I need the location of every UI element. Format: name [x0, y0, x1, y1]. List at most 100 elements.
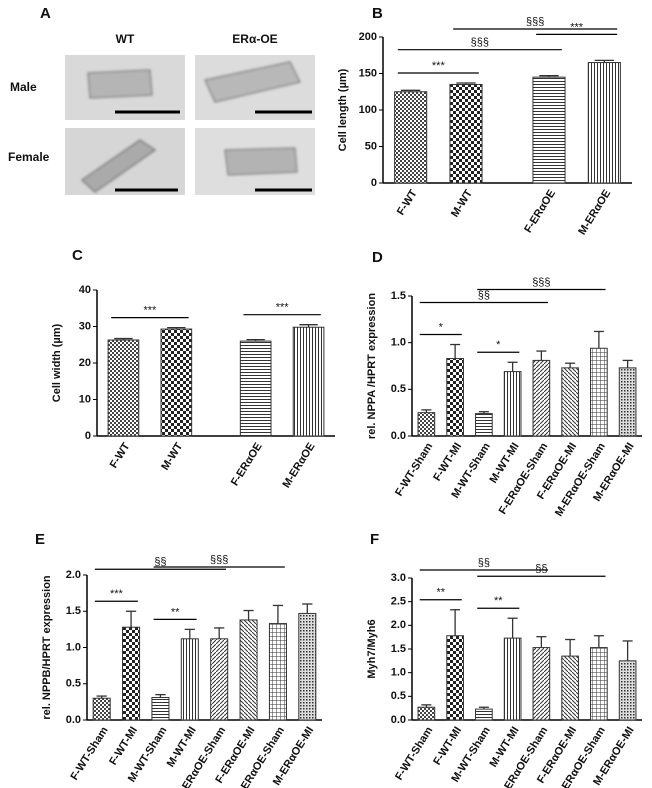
column-header: ERα-OE — [232, 32, 277, 46]
bar — [587, 62, 621, 184]
y-tick-label: 100 — [359, 104, 377, 116]
bar — [239, 619, 258, 721]
bar — [268, 623, 287, 721]
column-header: WT — [116, 32, 135, 46]
bar — [122, 626, 141, 721]
micrograph — [195, 128, 315, 195]
panel-letter: E — [35, 531, 45, 548]
bar — [532, 647, 551, 721]
panel-letter: B — [372, 5, 383, 22]
y-tick-label: 1.5 — [66, 605, 81, 617]
bar — [590, 647, 608, 721]
bar — [449, 83, 483, 184]
bar — [417, 706, 436, 721]
significance-label: *** — [143, 305, 157, 317]
x-tick-label: M-WT — [159, 441, 185, 473]
panel-letter: D — [372, 249, 383, 266]
y-axis-label: Myh7/Myh6 — [366, 619, 378, 678]
y-tick-label: 1.5 — [391, 290, 406, 302]
bar — [475, 708, 493, 721]
bar — [503, 637, 522, 721]
y-axis-label: rel. NPPB/HPRT expression — [41, 575, 53, 720]
x-tick-label: F-WT-MI — [107, 725, 140, 768]
bar — [532, 76, 566, 184]
bar — [446, 358, 464, 437]
y-tick-label: 1.0 — [66, 641, 81, 653]
bar — [618, 367, 637, 437]
y-tick-label: 0.0 — [391, 430, 406, 442]
y-axis-label: Cell length (µm) — [337, 68, 349, 151]
bar-chart: F Myh7/Myh6 0.0 0.5 1.0 1.5 2.0 2.5 3.0 F-WT-Sham… — [366, 531, 642, 788]
y-tick-label: 40 — [79, 284, 91, 296]
bar — [107, 339, 140, 437]
significance-label: ** — [494, 595, 503, 607]
y-tick-label: 30 — [79, 320, 91, 332]
significance-label: §§ — [478, 289, 490, 301]
y-tick-label: 1.0 — [391, 337, 406, 349]
y-tick-label: 0 — [371, 177, 377, 189]
bar — [532, 359, 551, 437]
y-tick-label: 10 — [79, 393, 91, 405]
y-tick-label: 0.0 — [391, 714, 406, 726]
bar — [210, 638, 229, 721]
y-tick-label: 20 — [79, 357, 91, 369]
significance-label: §§ — [154, 556, 166, 568]
y-tick-label: 2.5 — [391, 596, 406, 608]
bar — [239, 340, 272, 437]
significance-label: *** — [432, 60, 446, 72]
x-tick-label: F-ERαOE — [229, 441, 265, 488]
bar — [590, 347, 608, 437]
significance-label: *** — [276, 302, 290, 314]
bar — [417, 412, 436, 437]
significance-label: §§§ — [471, 37, 489, 49]
bar — [561, 367, 579, 437]
bar — [292, 326, 325, 437]
bar-chart: B Cell length (µm) 0 50 100 150 200 F-WT M-WT F-E… — [337, 5, 632, 237]
significance-label: §§ — [535, 563, 547, 575]
bar — [446, 635, 464, 721]
x-tick-label: F-WT — [395, 188, 420, 218]
panel-letter: C — [72, 247, 83, 264]
x-tick-label: M-WT — [449, 188, 475, 220]
bar — [561, 655, 579, 721]
x-tick-label: F-ERαOE — [522, 188, 558, 235]
significance-label: *** — [110, 588, 124, 600]
x-tick-label: F-WT-Sham — [393, 725, 435, 783]
y-axis-label: Cell width (µm) — [51, 323, 63, 402]
micrograph — [65, 128, 185, 195]
y-tick-label: 150 — [359, 67, 377, 79]
significance-label: ** — [171, 606, 180, 618]
y-tick-label: 50 — [365, 140, 377, 152]
bar — [503, 371, 522, 437]
y-tick-label: 0.0 — [66, 714, 81, 726]
y-tick-label: 2.0 — [391, 619, 406, 631]
bar — [160, 328, 193, 437]
panel-letter: F — [370, 531, 379, 548]
micrograph — [65, 55, 185, 120]
panel-a: A WT ERα-OE Male Female — [8, 5, 315, 195]
bar — [475, 413, 493, 437]
micrograph — [195, 55, 315, 120]
y-tick-label: 0.5 — [391, 690, 406, 702]
bar — [92, 697, 111, 721]
significance-label: §§§ — [210, 554, 228, 566]
y-tick-label: 2.0 — [66, 569, 81, 581]
x-tick-label: M-ERαOE — [576, 188, 613, 237]
bar — [180, 638, 199, 721]
y-tick-label: 3.0 — [391, 572, 406, 584]
y-tick-label: 0.5 — [391, 383, 406, 395]
panel-letter: A — [40, 5, 51, 22]
y-tick-label: 0.5 — [66, 678, 81, 690]
x-tick-label: F-WT — [108, 441, 133, 471]
bar — [298, 612, 317, 721]
significance-label: * — [439, 321, 444, 333]
row-header: Female — [8, 150, 50, 164]
significance-label: *** — [570, 21, 584, 33]
significance-label: ** — [436, 587, 445, 599]
y-tick-label: 1.5 — [391, 643, 406, 655]
bar-chart: C Cell width (µm) 0 10 20 30 40 F-WT M-WT F-ERαOE… — [51, 247, 335, 490]
significance-label: §§§ — [526, 16, 544, 28]
